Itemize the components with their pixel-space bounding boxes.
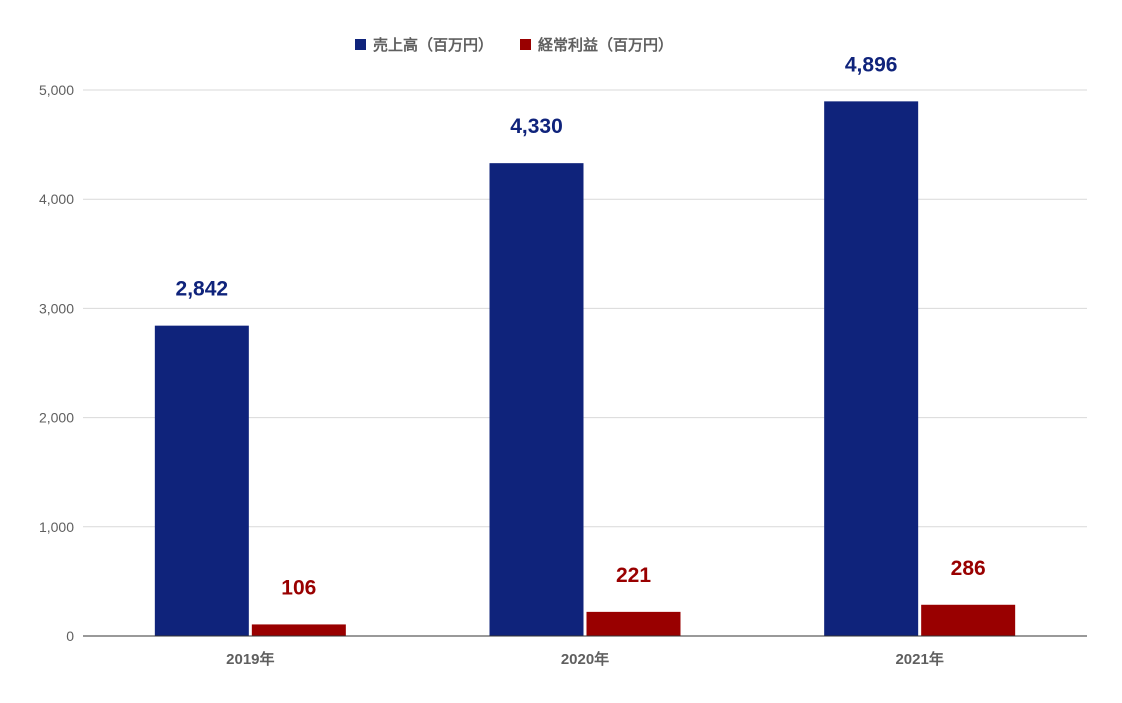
x-axis-categories: 2019年 2020年 2021年 [226,650,944,668]
y-tick-label: 3,000 [39,300,74,316]
legend-label: 経常利益（百万円） [538,36,673,54]
legend: 売上高（百万円） 経常利益（百万円） [355,36,673,54]
data-label: 2,842 [176,278,229,301]
data-label: 286 [951,557,986,580]
bar-ordinary-profit-2 [921,604,1016,636]
x-category-label: 2020年 [561,650,609,668]
y-tick-label: 1,000 [39,519,74,535]
y-axis-ticks: 0 1,000 2,000 3,000 4,000 5,000 [39,82,74,644]
y-tick-label: 0 [66,628,74,644]
legend-label: 売上高（百万円） [373,36,493,54]
x-category-label: 2021年 [895,650,943,668]
data-label: 221 [616,564,651,587]
y-tick-label: 5,000 [39,82,74,98]
data-label: 106 [281,576,316,599]
data-label: 4,330 [510,115,563,138]
bar-ordinary-profit-0 [251,624,346,636]
y-tick-label: 2,000 [39,410,74,426]
legend-swatch [355,39,366,50]
bar-sales-2 [824,101,919,636]
gridlines [83,89,1087,528]
data-label: 4,896 [845,53,898,76]
bars [154,101,1016,636]
data-labels: 2,842 106 4,330 221 4,896 286 [176,53,986,599]
y-tick-label: 4,000 [39,191,74,207]
x-category-label: 2019年 [226,650,274,668]
bar-sales-1 [489,163,584,636]
legend-swatch [520,39,531,50]
bar-sales-0 [154,325,249,636]
bar-ordinary-profit-1 [586,611,681,636]
